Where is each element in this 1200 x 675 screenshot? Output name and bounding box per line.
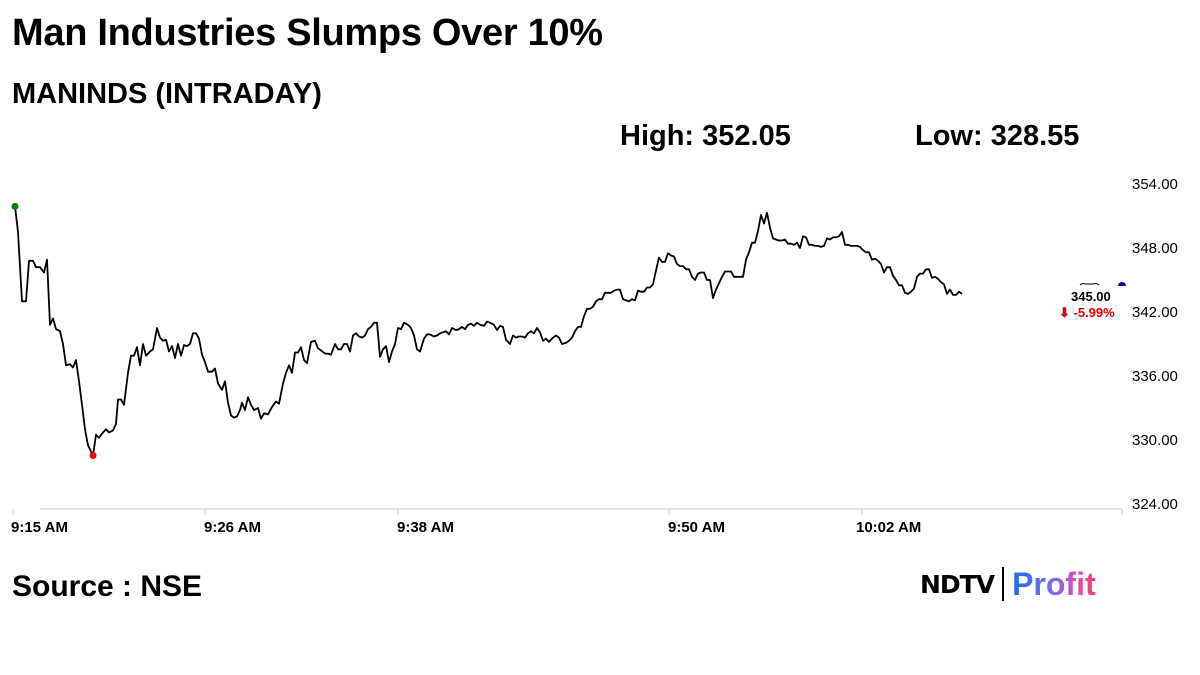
last-price-value: 345.00 bbox=[1071, 289, 1111, 304]
y-tick-330: 330.00 bbox=[1132, 432, 1178, 449]
chart-subtitle: MANINDS (INTRADAY) bbox=[12, 78, 322, 110]
chart-title: Man Industries Slumps Over 10% bbox=[12, 12, 603, 54]
last-price-change: ⬇ -5.99% bbox=[1059, 305, 1115, 320]
price-line-chart bbox=[11, 202, 1126, 515]
open-price-marker bbox=[11, 202, 19, 210]
x-tick-0926: 9:26 AM bbox=[204, 519, 261, 536]
x-tick-0915: 9:15 AM bbox=[11, 519, 68, 536]
y-tick-336: 336.00 bbox=[1132, 368, 1178, 385]
price-line bbox=[14, 206, 963, 457]
logo-divider bbox=[1002, 567, 1005, 601]
logo-profit-text: Profit bbox=[1012, 565, 1096, 602]
y-tick-342: 342.00 bbox=[1132, 304, 1178, 321]
y-tick-348: 348.00 bbox=[1132, 240, 1178, 257]
last-price-marker bbox=[1118, 282, 1126, 286]
last-price-bracket bbox=[1079, 283, 1100, 286]
y-tick-354: 354.00 bbox=[1132, 176, 1178, 193]
day-low-marker bbox=[89, 451, 97, 459]
high-price-label: High: 352.05 bbox=[620, 120, 791, 152]
x-axis-tick-marks bbox=[12, 509, 1123, 515]
low-price-label: Low: 328.55 bbox=[915, 120, 1080, 152]
y-tick-324: 324.00 bbox=[1132, 496, 1178, 513]
source-label: Source : NSE bbox=[12, 570, 203, 603]
ndtv-profit-logo: NDTV Profit bbox=[920, 566, 1096, 602]
x-tick-0938: 9:38 AM bbox=[397, 519, 454, 536]
logo-ndtv-text: NDTV bbox=[920, 569, 995, 599]
x-tick-0950: 9:50 AM bbox=[668, 519, 725, 536]
x-tick-1002: 10:02 AM bbox=[856, 519, 922, 536]
